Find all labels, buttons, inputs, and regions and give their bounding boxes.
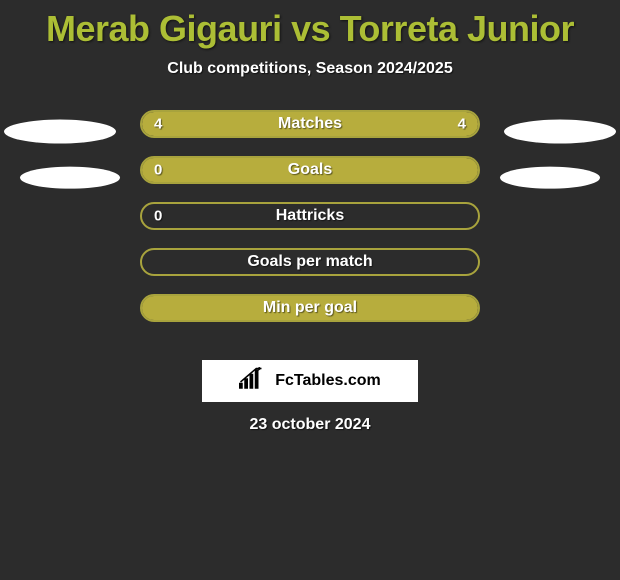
stat-label: Hattricks <box>276 207 344 225</box>
value-left: 0 <box>154 162 162 179</box>
left-blob <box>4 120 116 144</box>
right-blob <box>504 120 616 144</box>
stat-bar: 0 Hattricks <box>140 202 480 230</box>
stat-label: Matches <box>278 115 342 133</box>
value-left: 0 <box>154 208 162 225</box>
stat-row: Min per goal <box>0 294 620 340</box>
source-logo-text: FcTables.com <box>275 372 381 390</box>
stat-rows: 4 4 Matches 0 Goals 0 Hattricks Goals per match… <box>0 110 620 340</box>
left-blob <box>20 167 120 189</box>
comparison-infographic: Merab Gigauri vs Torreta Junior Club com… <box>0 0 620 580</box>
stat-row: 0 Hattricks <box>0 202 620 248</box>
stat-bar: 4 4 Matches <box>140 110 480 138</box>
page-title: Merab Gigauri vs Torreta Junior <box>0 0 620 50</box>
stat-label: Goals <box>288 161 332 179</box>
stat-row: 4 4 Matches <box>0 110 620 156</box>
stat-bar: Min per goal <box>140 294 480 322</box>
stat-bar: Goals per match <box>140 248 480 276</box>
subtitle: Club competitions, Season 2024/2025 <box>0 60 620 78</box>
value-left: 4 <box>154 116 162 133</box>
stat-bar: 0 Goals <box>140 156 480 184</box>
stat-label: Min per goal <box>263 299 357 317</box>
bars-icon <box>239 367 269 396</box>
source-logo: FcTables.com <box>202 360 418 402</box>
stat-row: Goals per match <box>0 248 620 294</box>
stat-label: Goals per match <box>247 253 372 271</box>
date-text: 23 october 2024 <box>0 416 620 434</box>
right-blob <box>500 167 600 189</box>
value-right: 4 <box>458 116 466 133</box>
stat-row: 0 Goals <box>0 156 620 202</box>
